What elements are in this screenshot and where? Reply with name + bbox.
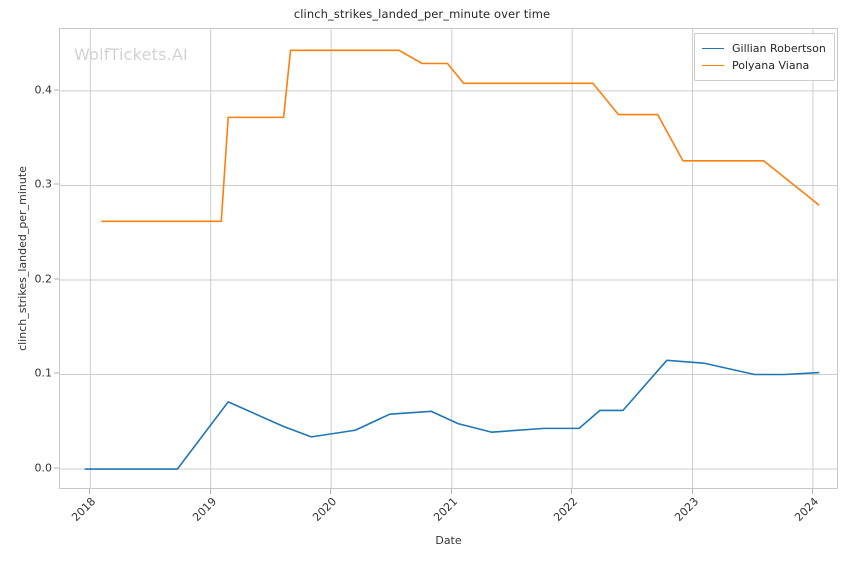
x-axis-tick-mark [330, 489, 332, 494]
x-axis-tick-mark [450, 489, 452, 494]
x-axis-tick-mark [811, 489, 813, 494]
series-line [84, 359, 820, 470]
series-line [101, 49, 820, 223]
y-axis-tick-label: 0.0 [34, 461, 53, 475]
y-axis-label: clinch_strikes_landed_per_minute [16, 166, 29, 351]
legend-label: Polyana Viana [732, 59, 810, 72]
grid-lines [60, 29, 837, 488]
data-series-lines [84, 49, 820, 470]
legend-color-swatch [702, 48, 724, 49]
legend-item[interactable]: Polyana Viana [702, 57, 826, 74]
plot-area: WolfTickets.AI [59, 28, 838, 489]
legend-color-swatch [702, 65, 724, 66]
y-axis-tick-mark [54, 467, 59, 469]
page-title: clinch_strikes_landed_per_minute over ti… [293, 7, 551, 21]
y-axis-tick-label: 0.2 [34, 272, 53, 286]
y-axis-tick-label: 0.3 [34, 177, 53, 191]
y-axis-ticks: 0.0 0.1 0.2 0.3 0.4 [0, 0, 59, 561]
y-axis-tick-mark [54, 372, 59, 374]
legend: Gillian Robertson Polyana Viana [694, 33, 835, 81]
y-axis-tick-mark [54, 183, 59, 185]
legend-item[interactable]: Gillian Robertson [702, 40, 826, 57]
x-axis-tick-mark [209, 489, 211, 494]
y-axis-tick-mark [54, 278, 59, 280]
y-axis-tick-label: 0.4 [34, 83, 53, 97]
x-axis-label: Date [435, 534, 462, 547]
y-axis-tick-label: 0.1 [34, 366, 53, 380]
x-axis-tick-mark [571, 489, 573, 494]
legend-label: Gillian Robertson [732, 42, 826, 55]
x-axis-tick-mark [691, 489, 693, 494]
x-axis-tick-mark [89, 489, 91, 494]
y-axis-tick-mark [54, 89, 59, 91]
